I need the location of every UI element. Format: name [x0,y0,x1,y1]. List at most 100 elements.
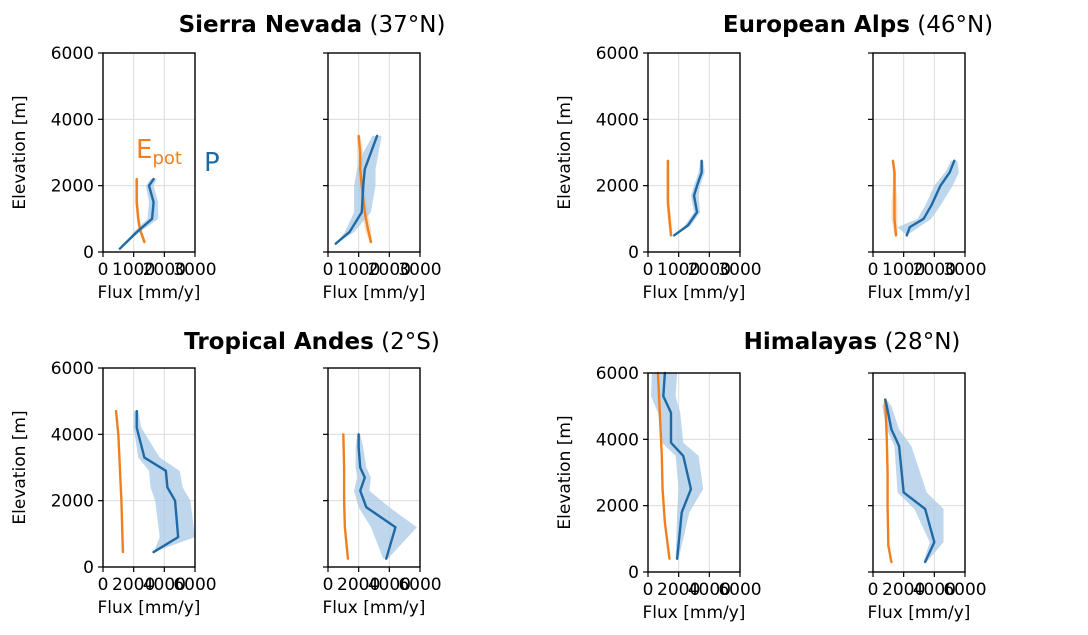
p-annotation: P [204,148,220,178]
p-series-line [135,409,180,554]
axes-frame [327,52,421,253]
y-axis-label: Elevation [m] [10,410,30,524]
axes-frame [327,367,421,568]
x-axis-label: Flux [mm/y] [643,283,746,303]
p-series-line [884,398,936,564]
x-tick-label: 0 [868,260,879,280]
epot-series-line [656,371,671,560]
y-axis-label: Elevation [m] [555,415,575,529]
x-tick-label: 3000 [398,260,441,280]
p-uncertainty-band [674,160,705,236]
epot-series-line [114,409,125,554]
y-tick-label: 2000 [51,177,94,197]
y-tick-label: 6000 [596,364,639,384]
x-tick-label: 0 [323,575,334,595]
y-tick-label: 0 [628,563,639,583]
y-tick-label: 4000 [596,110,639,130]
p-uncertainty-band [133,411,195,553]
title-european-alps: European Alps (46°N) [723,12,993,38]
x-tick-label: 2000 [337,575,380,595]
p-series-line [905,159,956,237]
p-uncertainty-band [119,179,159,249]
epot-series-line [342,433,350,560]
x-tick-label: 2000 [882,580,925,600]
y-tick-label: 4000 [596,430,639,450]
x-tick-label: 0 [98,575,109,595]
y-tick-label: 4000 [51,425,94,445]
y-tick-label: 2000 [596,497,639,517]
title-himalayas: Himalayas (28°N) [744,329,961,355]
x-tick-label: 6000 [718,580,761,600]
epot-series-line [884,398,893,564]
x-tick-label: 6000 [943,580,986,600]
x-tick-label: 4000 [913,580,956,600]
p-series-line [672,159,703,237]
y-tick-label: 6000 [596,44,639,64]
axes-frame [872,52,966,253]
x-tick-label: 0 [868,580,879,600]
y-axis-label: Elevation [m] [10,95,30,209]
x-tick-label: 6000 [398,575,441,595]
x-tick-label: 2000 [688,260,731,280]
x-tick-label: 4000 [688,580,731,600]
x-tick-label: 2000 [368,260,411,280]
x-axis-label: Flux [mm/y] [643,603,746,623]
x-tick-label: 6000 [173,575,216,595]
y-tick-label: 0 [83,243,94,263]
y-tick-label: 6000 [51,44,94,64]
x-tick-label: 2000 [143,260,186,280]
y-tick-label: 0 [628,243,639,263]
x-tick-label: 4000 [368,575,411,595]
x-tick-label: 2000 [657,580,700,600]
x-axis-label: Flux [mm/y] [323,283,426,303]
p-uncertainty-band [354,434,417,559]
x-axis-label: Flux [mm/y] [323,598,426,618]
x-axis-label: Flux [mm/y] [868,283,971,303]
epot-annotation: Epot [136,135,182,169]
y-tick-label: 2000 [596,177,639,197]
x-tick-label: 0 [98,260,109,280]
epot-series-line [135,177,146,244]
axes-frame [102,367,196,568]
y-axis-label: Elevation [m] [555,95,575,209]
y-tick-label: 6000 [51,359,94,379]
x-tick-label: 3000 [718,260,761,280]
title-sierra-nevada: Sierra Nevada (37°N) [179,12,446,38]
x-tick-label: 1000 [112,260,155,280]
p-uncertainty-band [651,373,704,559]
y-tick-label: 4000 [51,110,94,130]
axes-frame [647,52,741,253]
y-tick-label: 0 [83,558,94,578]
p-series-line [334,134,379,245]
p-series-line [662,371,693,560]
axes-frame [647,372,741,573]
x-tick-label: 0 [643,580,654,600]
p-series-line [118,177,155,250]
axes-frame [102,52,196,253]
p-uncertainty-band [335,135,382,244]
title-tropical-andes: Tropical Andes (2°S) [184,329,440,355]
p-series-line [357,433,397,560]
x-axis-label: Flux [mm/y] [98,283,201,303]
x-axis-label: Flux [mm/y] [868,603,971,623]
x-tick-label: 0 [643,260,654,280]
x-tick-label: 1000 [882,260,925,280]
x-tick-label: 2000 [112,575,155,595]
x-tick-label: 3000 [173,260,216,280]
y-tick-label: 2000 [51,492,94,512]
x-tick-label: 0 [323,260,334,280]
x-tick-label: 2000 [913,260,956,280]
x-tick-label: 1000 [337,260,380,280]
x-tick-label: 1000 [657,260,700,280]
x-tick-label: 4000 [143,575,186,595]
epot-series-line [357,134,373,244]
